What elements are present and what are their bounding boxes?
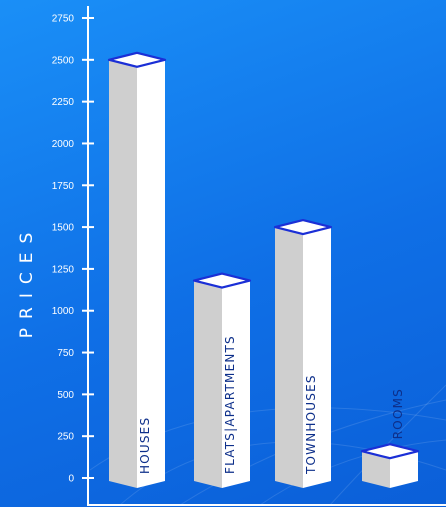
y-axis-ticks: 0 250 500 750 1000 1250 1500 1750 2000 2250 2500 27… bbox=[52, 14, 94, 485]
bar: TOWNHOUSES bbox=[273, 218, 333, 488]
bar-top-face bbox=[107, 51, 167, 68]
decor-curve-3 bbox=[259, 439, 446, 506]
bar-side-face bbox=[275, 227, 303, 488]
bar-front-face bbox=[222, 280, 250, 488]
bar-front-face bbox=[137, 59, 165, 489]
bar-category-label: HOUSES bbox=[138, 417, 152, 474]
bar-side-face bbox=[194, 280, 222, 488]
y-tick-label: 500 bbox=[57, 390, 74, 401]
bar-top-face bbox=[192, 272, 252, 289]
bar-category-label: ROOMS bbox=[391, 388, 405, 439]
bar-front-face bbox=[390, 451, 418, 488]
y-tick-label: 1000 bbox=[52, 306, 75, 317]
decor-curve-4 bbox=[329, 384, 446, 506]
bar-side-face bbox=[362, 451, 390, 488]
bar: HOUSES bbox=[107, 51, 167, 489]
bar-category-label: FLATS|APARTMENTS bbox=[223, 335, 237, 474]
y-tick-label: 2500 bbox=[52, 55, 75, 66]
bar: FLATS|APARTMENTS bbox=[192, 272, 252, 488]
y-tick-label: 250 bbox=[57, 432, 74, 443]
y-tick-label: 750 bbox=[57, 348, 74, 359]
bars: HOUSES FLATS|APARTMENTS TOWNHOUSES ROOMS bbox=[107, 51, 420, 489]
bar-top-face bbox=[360, 443, 420, 460]
axes bbox=[87, 6, 446, 506]
y-tick-label: 2250 bbox=[52, 97, 75, 108]
y-tick-label: 2750 bbox=[52, 14, 75, 25]
y-tick-label: 1250 bbox=[52, 264, 75, 275]
bar: ROOMS bbox=[360, 388, 420, 488]
bar-front-face bbox=[303, 227, 331, 488]
y-tick-label: 2000 bbox=[52, 139, 75, 150]
y-axis-title: PRICES bbox=[17, 224, 37, 338]
y-tick-label: 0 bbox=[68, 474, 74, 485]
y-tick-label: 1500 bbox=[52, 223, 75, 234]
y-tick-label: 1750 bbox=[52, 181, 75, 192]
bar-category-label: TOWNHOUSES bbox=[304, 374, 318, 475]
bar-side-face bbox=[109, 59, 137, 489]
bar-top-face bbox=[273, 218, 333, 236]
